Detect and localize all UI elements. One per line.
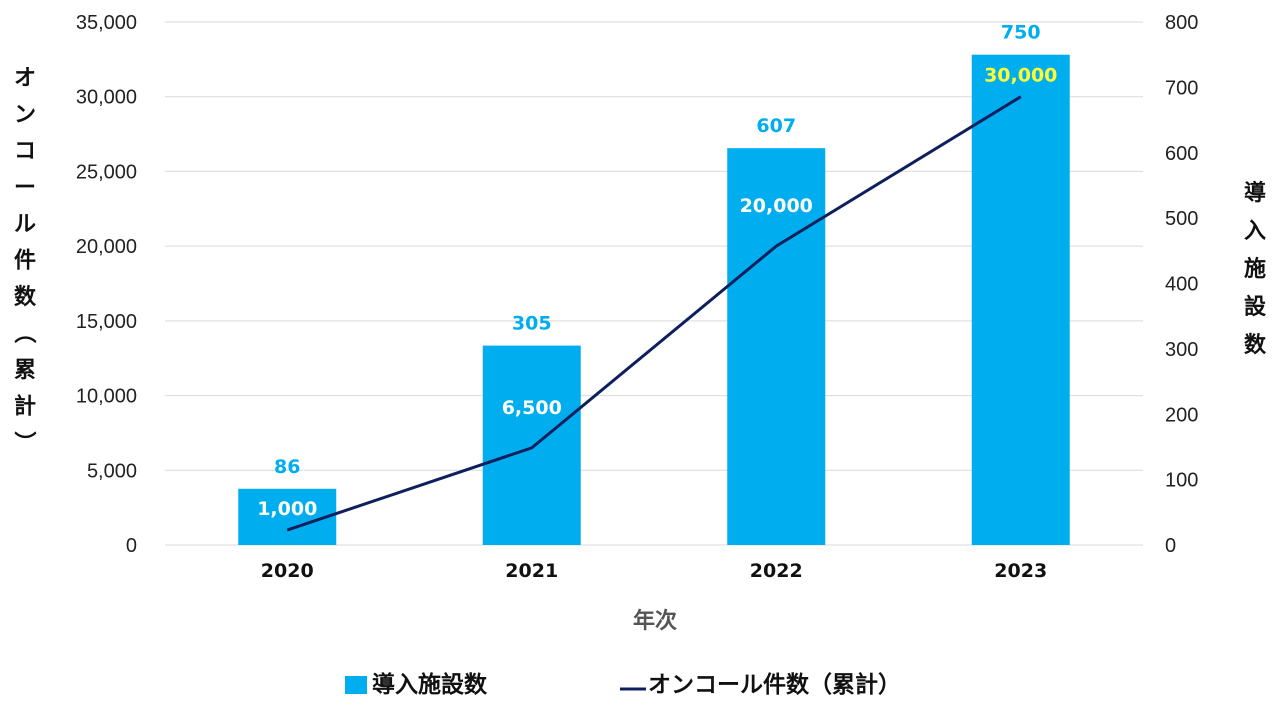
axis-title-char: 数 bbox=[14, 284, 37, 310]
right-tick-label: 800 bbox=[1165, 12, 1198, 34]
gridlines bbox=[165, 21, 1143, 546]
right-tick-label: 200 bbox=[1165, 404, 1198, 426]
axis-title-char: 件 bbox=[14, 249, 36, 274]
line-value-label: 30,000 bbox=[984, 65, 1057, 87]
axis-title-char: 入 bbox=[1244, 219, 1266, 244]
axes: 0 5,000 10,000 15,000 20,000 25,000 30,000 35,0… bbox=[76, 12, 1199, 582]
left-tick-label: 0 bbox=[126, 535, 137, 557]
line-value-label: 1,000 bbox=[257, 498, 317, 520]
axis-title-char: ル bbox=[14, 212, 36, 237]
x-tick-label: 2022 bbox=[750, 560, 803, 582]
axis-title-char: 設 bbox=[1244, 294, 1267, 320]
bar-2022 bbox=[727, 148, 826, 545]
left-tick-label: 20,000 bbox=[76, 236, 137, 258]
axis-title-char: 施 bbox=[1244, 256, 1266, 282]
x-tick-label: 2023 bbox=[994, 560, 1047, 582]
right-tick-label: 0 bbox=[1165, 535, 1176, 557]
bar-value-label: 86 bbox=[274, 456, 300, 478]
line-value-label: 20,000 bbox=[740, 195, 813, 217]
right-tick-label: 500 bbox=[1165, 208, 1198, 230]
left-tick-label: 5,000 bbox=[87, 460, 137, 482]
x-tick-label: 2020 bbox=[261, 560, 314, 582]
legend-line-label: オンコール件数（累計） bbox=[648, 671, 901, 698]
data-labels: 86 305 607 750 1,000 6,500 20,000 30,000 bbox=[257, 22, 1057, 520]
axis-title-char: ー bbox=[14, 176, 36, 201]
axis-title-char: ） bbox=[11, 431, 36, 453]
left-tick-label: 35,000 bbox=[76, 12, 137, 34]
bars bbox=[238, 54, 1070, 545]
left-tick-label: 10,000 bbox=[76, 386, 137, 408]
axis-title-char: 計 bbox=[14, 394, 36, 420]
line-series bbox=[286, 95, 1022, 532]
bar-value-label: 750 bbox=[1001, 22, 1041, 44]
bar-value-label: 305 bbox=[512, 313, 552, 335]
legend-bar-swatch bbox=[345, 676, 367, 694]
axis-title-char: （ bbox=[11, 321, 36, 343]
left-axis-title: オンコール件数 （ 累計 ） bbox=[11, 66, 37, 453]
legend: 導入施設数 オンコール件数（累計） bbox=[345, 671, 901, 698]
axis-title-char: 導 bbox=[1244, 180, 1266, 206]
axis-title-char: ン bbox=[14, 103, 36, 128]
x-tick-label: 2021 bbox=[505, 560, 558, 582]
bar-2023 bbox=[971, 54, 1070, 545]
legend-bar-label: 導入施設数 bbox=[372, 671, 488, 698]
axis-title-char: コ bbox=[14, 139, 36, 164]
bar-value-label: 607 bbox=[756, 115, 796, 137]
bar-2020 bbox=[238, 488, 337, 545]
right-tick-label: 300 bbox=[1165, 339, 1198, 361]
left-tick-label: 30,000 bbox=[76, 87, 137, 109]
right-tick-label: 700 bbox=[1165, 77, 1198, 99]
axis-title-char: オ bbox=[14, 66, 36, 91]
line-value-label: 6,500 bbox=[502, 397, 562, 419]
right-tick-label: 600 bbox=[1165, 143, 1198, 165]
axis-title-char: 数 bbox=[1244, 332, 1267, 358]
left-tick-label: 15,000 bbox=[76, 311, 137, 333]
left-tick-label: 25,000 bbox=[76, 161, 137, 183]
axis-title-char: 累 bbox=[14, 358, 36, 383]
right-tick-label: 100 bbox=[1165, 470, 1198, 492]
x-axis-title: 年次 bbox=[633, 608, 677, 634]
line-oncall bbox=[286, 95, 1022, 532]
bar-2021 bbox=[482, 345, 581, 545]
right-tick-label: 400 bbox=[1165, 274, 1198, 296]
right-axis-title: 導入施設数 bbox=[1244, 180, 1267, 358]
